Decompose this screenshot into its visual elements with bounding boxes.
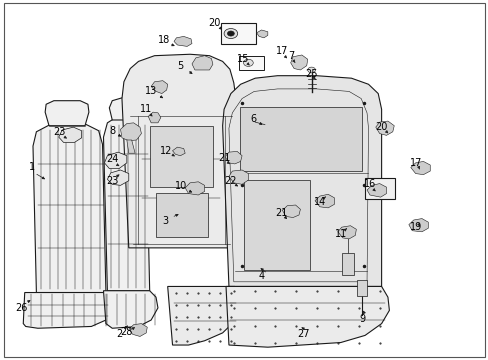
Text: 3: 3: [163, 216, 168, 226]
Polygon shape: [120, 123, 141, 141]
Text: 11: 11: [334, 229, 346, 239]
Circle shape: [307, 67, 315, 73]
Text: 11: 11: [140, 104, 152, 114]
Polygon shape: [174, 36, 192, 46]
Polygon shape: [109, 98, 136, 120]
Text: 23: 23: [54, 127, 66, 137]
Polygon shape: [375, 121, 393, 135]
Text: 22: 22: [224, 176, 237, 186]
Polygon shape: [239, 107, 362, 171]
Polygon shape: [282, 205, 300, 217]
Text: 9: 9: [358, 314, 365, 324]
Text: 18: 18: [158, 35, 170, 45]
Polygon shape: [104, 152, 126, 168]
Text: 8: 8: [109, 126, 115, 136]
Polygon shape: [126, 140, 135, 153]
Polygon shape: [228, 170, 248, 184]
Text: 17: 17: [408, 158, 421, 168]
Polygon shape: [167, 287, 240, 345]
Polygon shape: [23, 293, 112, 328]
Bar: [341, 252, 353, 275]
Text: 7: 7: [288, 51, 294, 61]
Polygon shape: [107, 170, 128, 185]
Polygon shape: [156, 193, 207, 237]
Bar: [221, 23, 256, 44]
Polygon shape: [172, 147, 185, 156]
Text: 19: 19: [408, 222, 421, 232]
Polygon shape: [148, 112, 161, 123]
Text: 20: 20: [375, 122, 387, 132]
Text: 13: 13: [145, 86, 157, 96]
Polygon shape: [103, 118, 149, 291]
Polygon shape: [149, 126, 212, 187]
Text: 10: 10: [175, 181, 187, 192]
Polygon shape: [103, 291, 158, 328]
Text: 26: 26: [16, 303, 28, 313]
Polygon shape: [128, 324, 147, 337]
Text: 17: 17: [276, 46, 288, 57]
Polygon shape: [185, 182, 204, 195]
Text: 25: 25: [305, 68, 317, 78]
Text: 16: 16: [363, 179, 375, 189]
Polygon shape: [290, 55, 307, 70]
Text: 20: 20: [208, 18, 220, 28]
Text: 27: 27: [297, 329, 309, 339]
Polygon shape: [33, 125, 106, 293]
Text: 23: 23: [106, 176, 118, 186]
Bar: [357, 280, 366, 296]
Circle shape: [243, 59, 253, 66]
Polygon shape: [408, 219, 427, 232]
Polygon shape: [244, 180, 309, 270]
Polygon shape: [410, 161, 429, 175]
Text: 28: 28: [121, 327, 133, 337]
Polygon shape: [256, 30, 267, 38]
Polygon shape: [122, 54, 235, 248]
Text: 21: 21: [218, 153, 230, 163]
Polygon shape: [151, 81, 167, 94]
Bar: [238, 56, 264, 70]
Text: 21: 21: [274, 208, 286, 218]
Polygon shape: [314, 194, 334, 208]
Polygon shape: [337, 226, 356, 239]
Text: 5: 5: [177, 62, 183, 71]
Polygon shape: [192, 56, 212, 70]
Text: 12: 12: [159, 146, 172, 156]
Polygon shape: [366, 184, 386, 197]
Circle shape: [227, 31, 234, 36]
Polygon shape: [225, 287, 388, 347]
Text: 6: 6: [250, 114, 256, 124]
Polygon shape: [45, 101, 89, 126]
Polygon shape: [59, 127, 81, 143]
Text: 24: 24: [106, 154, 118, 164]
Text: 14: 14: [313, 197, 325, 207]
Polygon shape: [222, 76, 381, 287]
Bar: [365, 178, 394, 199]
Text: 1: 1: [28, 162, 35, 172]
Text: 15: 15: [237, 54, 249, 64]
Polygon shape: [224, 152, 242, 164]
Text: 4: 4: [259, 271, 264, 282]
Text: 2: 2: [116, 329, 122, 339]
Circle shape: [224, 28, 237, 39]
